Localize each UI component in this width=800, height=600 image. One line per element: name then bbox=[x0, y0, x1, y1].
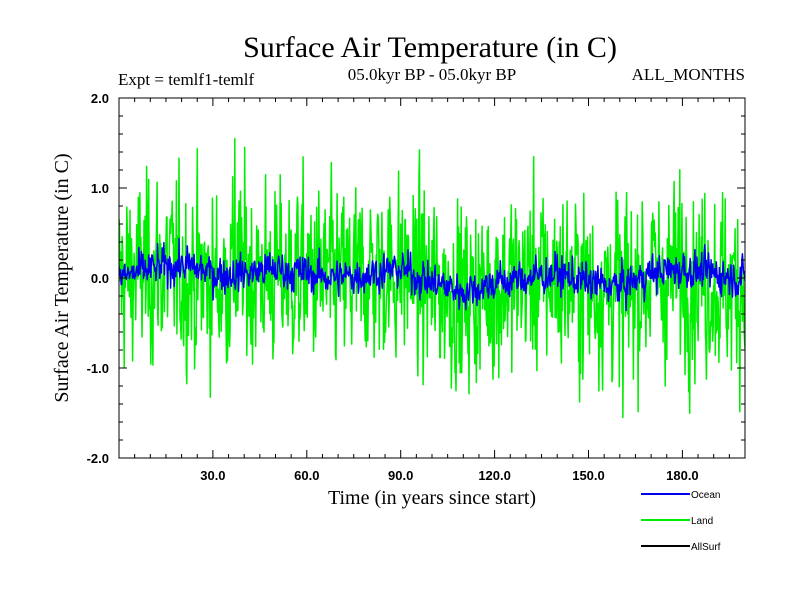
legend-label-allsurf: AllSurf bbox=[691, 542, 721, 553]
months-label: ALL_MONTHS bbox=[632, 65, 745, 84]
legend-label-land: Land bbox=[691, 516, 713, 527]
y-tick-label: 1.0 bbox=[91, 181, 109, 196]
period-label: 05.0kyr BP - 05.0kyr BP bbox=[348, 65, 516, 84]
series-line-ocean bbox=[119, 237, 745, 312]
x-tick-label: 150.0 bbox=[572, 468, 605, 483]
x-tick-label: 180.0 bbox=[666, 468, 699, 483]
x-tick-label: 60.0 bbox=[294, 468, 319, 483]
x-tick-label: 30.0 bbox=[200, 468, 225, 483]
series-layer bbox=[119, 137, 745, 419]
legend-label-ocean: Ocean bbox=[691, 490, 720, 501]
chart-title: Surface Air Temperature (in C) bbox=[243, 31, 617, 64]
y-tick-label: 2.0 bbox=[91, 91, 109, 106]
y-tick-label: 0.0 bbox=[91, 271, 109, 286]
tick-layer: 30.0 60.0 90.0 120.0 150.0 180.0 2.0 1.0 0.0 -1.0… bbox=[87, 91, 745, 483]
y-tick-label: -2.0 bbox=[87, 451, 109, 466]
plot-area bbox=[119, 137, 745, 419]
expt-label: Expt = temlf1-temlf bbox=[118, 70, 254, 89]
y-tick-label: -1.0 bbox=[87, 361, 109, 376]
x-tick-label: 120.0 bbox=[478, 468, 511, 483]
legend: Ocean Land AllSurf bbox=[641, 490, 721, 553]
x-tick-label: 90.0 bbox=[388, 468, 413, 483]
x-axis-label: Time (in years since start) bbox=[328, 487, 536, 509]
y-axis-label: Surface Air Temperature (in C) bbox=[51, 153, 73, 402]
